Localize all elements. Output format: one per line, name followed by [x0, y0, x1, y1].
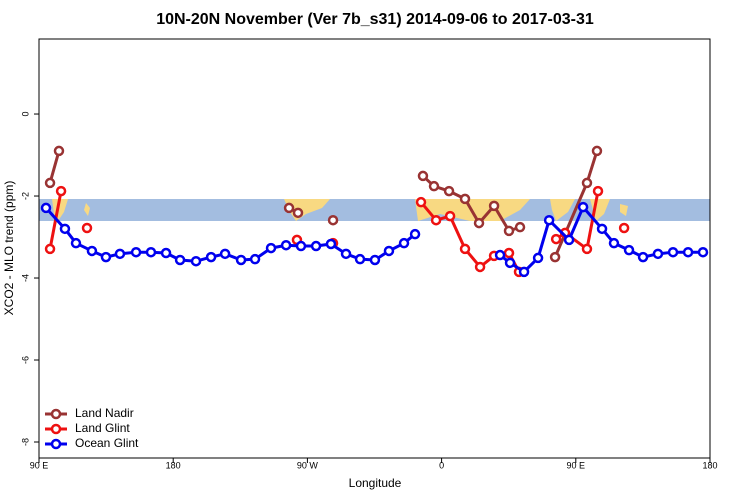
point — [145, 246, 157, 258]
point — [160, 247, 172, 259]
point — [581, 177, 593, 189]
point — [682, 246, 694, 258]
point — [190, 255, 202, 267]
point — [249, 253, 261, 265]
point — [697, 246, 709, 258]
point — [415, 196, 427, 208]
point — [459, 193, 471, 205]
point — [637, 251, 649, 263]
point — [114, 248, 126, 260]
point — [596, 223, 608, 235]
x-tick-label: 0 — [439, 460, 444, 470]
point — [549, 251, 561, 263]
point — [327, 214, 339, 226]
point — [44, 177, 56, 189]
legend-label: Land Nadir — [75, 406, 134, 420]
point — [53, 145, 65, 157]
point — [265, 242, 277, 254]
map-strip — [39, 199, 710, 221]
point — [473, 217, 485, 229]
y-tick-label: -2 — [20, 192, 30, 200]
y-tick-label: 0 — [20, 112, 30, 117]
point — [205, 251, 217, 263]
point — [100, 251, 112, 263]
point — [283, 202, 295, 214]
point — [81, 222, 93, 234]
point — [444, 210, 456, 222]
point — [219, 248, 231, 260]
x-tick-label: 90 E — [567, 460, 586, 470]
point — [623, 244, 635, 256]
point — [503, 225, 515, 237]
point — [430, 214, 442, 226]
x-tick-label: 180 — [702, 460, 717, 470]
point — [325, 238, 337, 250]
point — [295, 240, 307, 252]
point — [409, 228, 421, 240]
point — [543, 214, 555, 226]
point — [417, 170, 429, 182]
legend-marker — [50, 438, 62, 450]
point — [504, 257, 516, 269]
legend-marker — [50, 408, 62, 420]
point — [563, 234, 575, 246]
point — [369, 254, 381, 266]
point — [340, 248, 352, 260]
point — [235, 254, 247, 266]
point — [667, 246, 679, 258]
point — [608, 237, 620, 249]
point — [514, 221, 526, 233]
x-tick-label: 90 W — [297, 460, 319, 470]
point — [174, 254, 186, 266]
point — [581, 243, 593, 255]
point — [474, 261, 486, 273]
point — [292, 207, 304, 219]
point — [488, 200, 500, 212]
legend-label: Land Glint — [75, 421, 130, 435]
point — [591, 145, 603, 157]
point — [70, 237, 82, 249]
point — [518, 266, 530, 278]
point — [86, 245, 98, 257]
point — [577, 201, 589, 213]
y-tick-label: -4 — [20, 274, 30, 282]
point — [443, 185, 455, 197]
point — [383, 245, 395, 257]
point — [618, 222, 630, 234]
point — [459, 243, 471, 255]
legend-label: Ocean Glint — [75, 436, 139, 450]
point — [398, 237, 410, 249]
point — [532, 252, 544, 264]
y-tick-label: -8 — [20, 438, 30, 446]
x-tick-label: 90 E — [30, 460, 49, 470]
y-axis-label: XCO2 - MLO trend (ppm) — [2, 181, 16, 316]
point — [428, 180, 440, 192]
point — [44, 243, 56, 255]
x-axis-label: Longitude — [349, 476, 402, 490]
plot-frame — [38, 38, 711, 459]
chart-title: 10N-20N November (Ver 7b_s31) 2014-09-06… — [156, 11, 594, 28]
point — [55, 185, 67, 197]
y-tick-label: -6 — [20, 356, 30, 364]
point — [494, 249, 506, 261]
legend-marker — [50, 423, 62, 435]
point — [652, 248, 664, 260]
point — [503, 247, 515, 259]
point — [550, 233, 562, 245]
point — [40, 202, 52, 214]
point — [59, 223, 71, 235]
x-tick-label: 180 — [166, 460, 181, 470]
point — [130, 246, 142, 258]
point — [354, 253, 366, 265]
point — [280, 239, 292, 251]
point — [592, 185, 604, 197]
point — [310, 240, 322, 252]
